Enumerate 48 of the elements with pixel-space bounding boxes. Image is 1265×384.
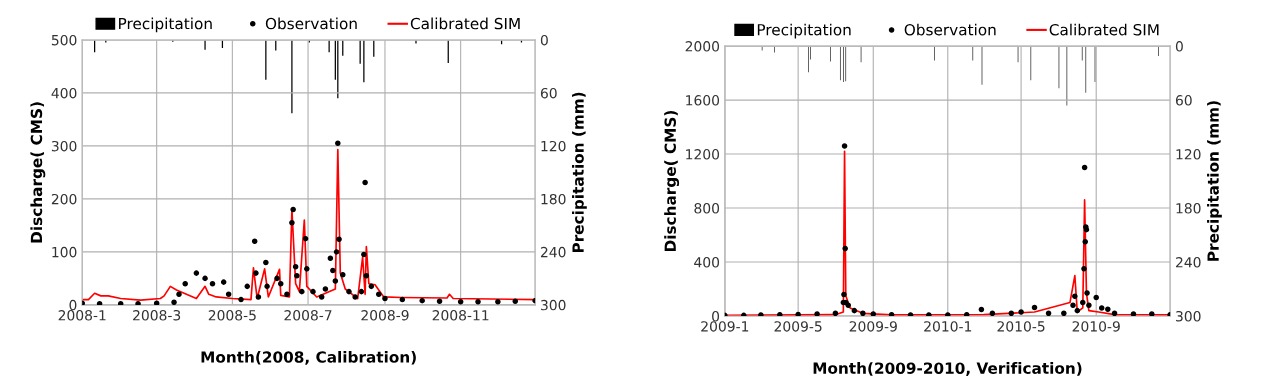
y2-tick-label: 240 [1176, 257, 1201, 268]
y2-tick-label: 300 [1176, 311, 1201, 322]
y2-axis-title: Precipitation (mm) [1207, 101, 1222, 261]
y2-tick-label: 120 [1176, 149, 1201, 160]
y2-tick-label: 0 [1175, 41, 1183, 52]
x-tick-label: 2009-9 [849, 321, 897, 332]
y-tick-label: 400 [51, 87, 77, 99]
x-axis-title: Month(2009-2010, Verification) [813, 362, 1082, 376]
y2-tick-label: 60 [1175, 95, 1192, 106]
y2-tick-label: 120 [541, 140, 566, 152]
x-axis-title: Month(2008, Calibration) [201, 350, 416, 365]
legend-label: Calibrated SIM [410, 17, 520, 30]
y-tick-label: 800 [694, 203, 720, 214]
x-tick-label: 2008-9 [361, 310, 409, 321]
y2-tick-label: 300 [541, 299, 566, 311]
y2-tick-label: 60 [540, 87, 557, 99]
y-tick-label: 0 [712, 311, 720, 322]
y-tick-label: 1200 [686, 149, 720, 160]
legend-label: Observation [904, 23, 996, 36]
legend-label: Precipitation [757, 23, 851, 39]
legend-label: Calibrated SIM [1049, 23, 1159, 36]
y2-axis-title: Precipitation (mm) [572, 92, 587, 253]
y-tick-label: 100 [52, 246, 77, 258]
y-axis-title: Discharge( CMS) [30, 102, 46, 243]
legend-label: Precipitation [119, 17, 212, 33]
y-tick-label: 200 [51, 193, 77, 205]
y-tick-label: 400 [694, 257, 720, 268]
x-tick-label: 2010-1 [924, 321, 972, 332]
x-tick-label: 2008-1 [58, 310, 106, 321]
y-axis-title: Discharge( CMS) [664, 110, 680, 252]
x-tick-label: 2008-5 [208, 310, 256, 321]
y-tick-label: 500 [51, 34, 77, 46]
x-tick-label: 2009-1 [701, 321, 749, 332]
y2-tick-label: 240 [540, 246, 566, 258]
y2-tick-label: 180 [541, 193, 566, 205]
y-tick-label: 300 [51, 140, 77, 152]
x-tick-label: 2008-11 [432, 310, 489, 321]
x-tick-label: 2009-5 [774, 321, 822, 332]
y-tick-label: 0 [69, 299, 77, 311]
y-tick-label: 1600 [686, 95, 720, 106]
y2-tick-label: 0 [540, 34, 548, 46]
x-tick-label: 2010-9 [1072, 321, 1120, 332]
x-tick-label: 2008-7 [284, 310, 332, 321]
x-tick-label: 2008-3 [133, 310, 181, 321]
y-tick-label: 2000 [685, 41, 720, 52]
x-tick-label: 2010-5 [997, 321, 1045, 332]
y2-tick-label: 180 [1176, 203, 1201, 214]
legend-label: Observation [265, 17, 357, 30]
